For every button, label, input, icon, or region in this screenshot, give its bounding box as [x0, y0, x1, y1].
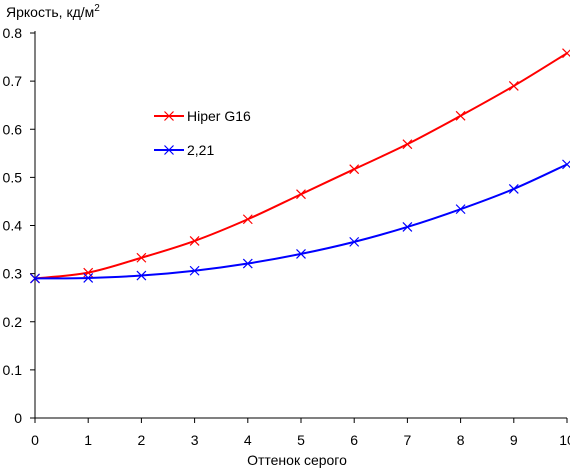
data-point-marker: [508, 184, 519, 194]
data-point-marker: [136, 252, 147, 263]
y-tick-label: 0.7: [3, 73, 23, 89]
y-tick-label: 0.3: [3, 266, 23, 282]
data-point-marker: [402, 139, 413, 150]
y-tick-label: 0: [14, 410, 22, 426]
y-tick-label: 0.4: [3, 218, 23, 234]
x-tick-label: 6: [350, 432, 358, 448]
y-tick-label: 0.5: [3, 169, 23, 185]
y-axis-label: Яркость, кд/м2: [6, 3, 100, 20]
y-tick-label: 0.2: [3, 314, 23, 330]
legend-label: Hiper G16: [187, 108, 251, 124]
data-point-marker: [562, 48, 570, 59]
legend-entry-1: Hiper G16: [154, 108, 251, 124]
x-tick-label: 2: [138, 432, 146, 448]
x-tick-label: 4: [244, 432, 252, 448]
series-line: [34, 52, 568, 280]
legend-entry-2: 2,21: [154, 142, 214, 158]
data-point-marker: [136, 270, 147, 281]
x-tick-label: 7: [404, 432, 412, 448]
data-point-marker: [349, 164, 360, 175]
data-point-marker: [455, 204, 466, 215]
x-axis-label: Оттенок серого: [247, 452, 347, 468]
series-2: [30, 159, 570, 284]
data-point-marker: [296, 189, 306, 200]
series-layer: [30, 48, 570, 284]
y-tick-label: 0.6: [3, 121, 23, 137]
y-tick-label: 0.8: [3, 25, 23, 41]
data-point-marker: [242, 258, 253, 269]
data-point-marker: [189, 235, 200, 246]
data-point-marker: [508, 81, 519, 91]
x-tick-label: 0: [31, 432, 39, 448]
data-point-marker: [455, 110, 466, 121]
series-line: [34, 163, 568, 280]
data-point-marker: [189, 265, 200, 276]
data-point-marker: [349, 236, 360, 247]
legend-label: 2,21: [187, 142, 214, 158]
legend: Hiper G16 2,21: [154, 108, 251, 158]
series-1: [30, 48, 570, 284]
x-tick-label: 1: [84, 432, 92, 448]
legend-marker: [164, 111, 174, 121]
x-tick-label: 3: [191, 432, 199, 448]
data-point-marker: [242, 214, 253, 225]
data-point-marker: [402, 222, 413, 232]
x-tick-label: 8: [457, 432, 465, 448]
data-point-marker: [562, 159, 570, 170]
y-tick-label: 0.1: [3, 362, 23, 378]
x-tick-label: 9: [510, 432, 518, 448]
legend-marker: [164, 145, 174, 155]
axes: 0 0.1 0.2 0.3 0.4 0.5 0.6 0.7 0.8 0 1 2 3 4 5 6 7 8 9 10: [3, 25, 570, 448]
data-point-marker: [30, 273, 40, 284]
x-tick-label: 5: [297, 432, 305, 448]
x-tick-label: 10: [559, 432, 570, 448]
data-point-marker: [83, 273, 94, 283]
data-point-marker: [296, 248, 306, 259]
